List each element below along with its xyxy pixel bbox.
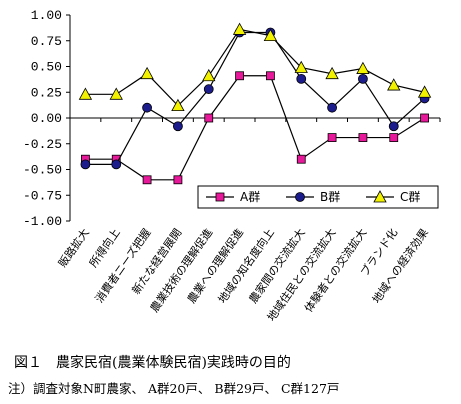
series-b-point — [203, 84, 214, 95]
series-c-line — [85, 28, 425, 107]
y-tick-label: -0.75 — [23, 188, 62, 203]
series-c-group — [78, 22, 432, 112]
series-b-point — [296, 73, 307, 84]
note-group-b: B群29戸、 — [214, 381, 277, 396]
x-category-label: 消費者ニーズ把握 — [92, 226, 154, 306]
series-a-point — [204, 113, 214, 123]
x-axis-category-labels: 販路拡大所得向上消費者ニーズ把握新たな経営展開農業技術の理解促進農業への理解促進… — [55, 226, 431, 324]
legend-marker — [215, 192, 225, 202]
series-b-point — [173, 121, 183, 132]
x-category-label: 地域の知名度向上 — [215, 226, 277, 306]
note-group-a: A群20戸、 — [147, 381, 211, 396]
legend-label: B群 — [320, 190, 340, 204]
y-tick-label: 0.50 — [31, 60, 62, 75]
x-category-label: 農業への理解促進 — [184, 226, 246, 306]
series-c-point — [78, 87, 93, 100]
series-c-point — [109, 87, 123, 100]
series-c-point — [356, 61, 370, 74]
y-tick-label: 0.25 — [31, 85, 62, 100]
y-tick-label: -0.25 — [23, 137, 62, 152]
y-axis-tick-labels: 1.00 0.75 0.50 0.25 0.00 -0.25 -0.50 -0.75 -1.00 — [23, 8, 62, 229]
chart-series — [78, 22, 432, 185]
series-a-point — [296, 154, 306, 164]
series-c-point — [387, 78, 401, 91]
chart-axes — [66, 14, 441, 222]
legend-item-series-a: A群 — [206, 190, 260, 204]
series-b-point — [327, 102, 337, 113]
y-tick-label: 0.75 — [31, 34, 62, 49]
legend-box — [197, 185, 439, 209]
legend-marker — [295, 192, 305, 202]
series-c-point — [294, 60, 308, 73]
series-b-point — [142, 102, 152, 113]
series-b-point — [358, 73, 368, 84]
figure-note: 注）調査対象N町農家、 A群20戸、 B群29戸、 C群127戸 — [8, 378, 343, 397]
series-b-group — [80, 27, 430, 170]
series-a-line — [85, 75, 425, 181]
series-b-point — [111, 159, 122, 170]
series-c-point — [417, 85, 432, 98]
figure-caption: 図１ 農家民宿(農業体験民宿)実践時の目的 — [14, 355, 291, 371]
series-c-point — [232, 22, 247, 35]
note-group-c: C群127戸 — [280, 381, 340, 396]
x-category-label: 地域への経済効果 — [369, 226, 431, 306]
series-a-point — [266, 71, 275, 81]
series-b-point — [80, 159, 91, 170]
y-tick-label: -1.00 — [23, 214, 62, 229]
series-a-group — [81, 71, 429, 185]
series-a-point — [389, 133, 399, 142]
series-b-point — [388, 121, 399, 132]
legend-item-series-c: C群 — [366, 190, 420, 204]
legend-marker — [373, 190, 387, 203]
series-c-point — [263, 28, 278, 41]
series-a-point — [420, 113, 429, 123]
series-a-point — [327, 133, 337, 142]
chart-legend: A群 B群 C群 — [197, 185, 439, 209]
x-category-label: 農家間の交流拡大 — [246, 226, 308, 306]
note-prefix: 注）調査対象N町農家、 — [8, 381, 144, 396]
series-c-point — [171, 98, 185, 112]
series-c-point — [140, 66, 154, 80]
series-c-point — [325, 66, 339, 80]
line-chart: 1.00 0.75 0.50 0.25 0.00 -0.25 -0.50 -0.75 -1.00… — [23, 8, 441, 324]
series-c-point — [202, 68, 216, 82]
series-a-point — [358, 133, 368, 142]
y-tick-label: 0.00 — [31, 111, 62, 126]
series-a-point — [173, 175, 183, 185]
legend-item-series-b: B群 — [286, 190, 340, 204]
series-a-point — [142, 175, 152, 185]
y-tick-label: 1.00 — [31, 8, 62, 23]
y-tick-label: -0.50 — [23, 163, 62, 178]
legend-label: A群 — [240, 190, 260, 204]
legend-label: C群 — [400, 190, 420, 204]
series-b-line — [85, 31, 425, 165]
series-a-point — [235, 71, 244, 81]
